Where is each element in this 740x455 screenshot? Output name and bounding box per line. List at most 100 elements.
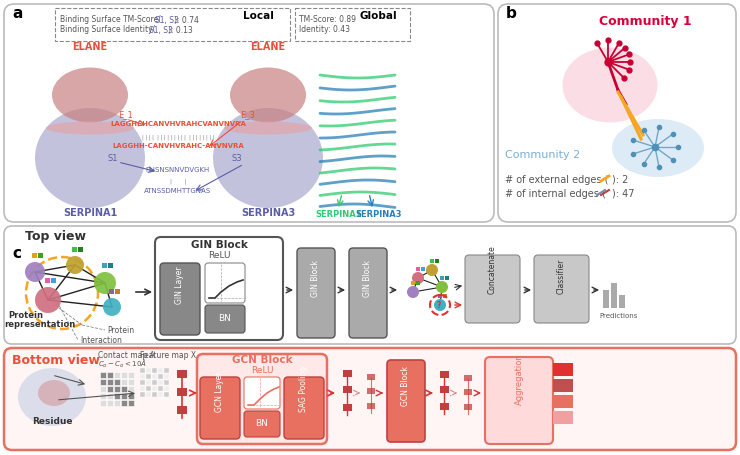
Text: SERPINA3: SERPINA3 xyxy=(241,208,295,218)
Text: ): 47: ): 47 xyxy=(612,189,634,199)
FancyBboxPatch shape xyxy=(498,4,736,222)
Bar xyxy=(438,294,442,298)
Circle shape xyxy=(412,272,424,284)
Text: $C_{\alpha}-C_{\alpha}<10\AA$: $C_{\alpha}-C_{\alpha}<10\AA$ xyxy=(98,358,147,370)
Text: ): 2: ): 2 xyxy=(612,175,628,185)
Text: Local: Local xyxy=(243,11,274,21)
FancyBboxPatch shape xyxy=(244,377,280,409)
Ellipse shape xyxy=(35,108,145,208)
FancyBboxPatch shape xyxy=(465,255,520,323)
Bar xyxy=(440,371,449,378)
Bar xyxy=(140,374,145,379)
Text: c: c xyxy=(12,246,21,261)
Bar xyxy=(553,411,573,424)
Bar xyxy=(152,392,157,397)
FancyBboxPatch shape xyxy=(534,255,589,323)
Text: Concatenate: Concatenate xyxy=(488,245,497,294)
Text: E_1: E_1 xyxy=(118,110,132,119)
Bar xyxy=(146,374,151,379)
Bar xyxy=(164,392,169,397)
Bar xyxy=(128,372,134,378)
Bar xyxy=(102,263,107,268)
Bar xyxy=(100,386,106,392)
Bar xyxy=(619,295,625,308)
Text: Binding Surface Identity(: Binding Surface Identity( xyxy=(60,25,155,35)
Text: Feature map X: Feature map X xyxy=(140,351,196,360)
Text: S1: S1 xyxy=(108,154,118,163)
Text: S3: S3 xyxy=(232,154,243,163)
Bar xyxy=(107,372,113,378)
Circle shape xyxy=(426,264,438,276)
Bar xyxy=(55,8,290,41)
Text: Residue: Residue xyxy=(32,417,73,426)
Bar xyxy=(100,372,106,378)
Bar xyxy=(114,393,120,399)
Text: Binding Surface TM-Score(: Binding Surface TM-Score( xyxy=(60,15,161,25)
Text: Community 2: Community 2 xyxy=(505,150,580,160)
Bar xyxy=(152,368,157,373)
Bar xyxy=(72,247,77,252)
Text: ReLU: ReLU xyxy=(251,366,273,375)
Text: GIN Block: GIN Block xyxy=(191,240,247,250)
Bar xyxy=(464,375,472,381)
Text: b: b xyxy=(506,6,517,21)
Bar xyxy=(121,393,127,399)
Bar xyxy=(100,393,106,399)
Bar xyxy=(128,393,134,399)
Text: ATNSSDMHTTGNAS: ATNSSDMHTTGNAS xyxy=(144,188,212,194)
Ellipse shape xyxy=(562,47,658,122)
Text: ): 0.13: ): 0.13 xyxy=(168,25,192,35)
Text: S1, S3: S1, S3 xyxy=(149,25,173,35)
Text: TM-Score: 0.89: TM-Score: 0.89 xyxy=(299,15,356,25)
Bar xyxy=(114,386,120,392)
Bar xyxy=(121,386,127,392)
Bar xyxy=(128,400,134,406)
Bar xyxy=(440,403,449,410)
Text: Global: Global xyxy=(360,11,397,21)
FancyBboxPatch shape xyxy=(200,377,240,439)
FancyBboxPatch shape xyxy=(284,377,324,439)
Circle shape xyxy=(35,287,61,313)
Circle shape xyxy=(94,272,116,294)
FancyBboxPatch shape xyxy=(197,354,327,444)
FancyBboxPatch shape xyxy=(297,248,335,338)
Bar xyxy=(553,363,573,376)
Text: Contact map A: Contact map A xyxy=(98,351,155,360)
FancyBboxPatch shape xyxy=(244,411,280,437)
Bar xyxy=(109,289,114,294)
Text: Identity: 0.43: Identity: 0.43 xyxy=(299,25,350,35)
Bar xyxy=(140,386,145,391)
Text: | | | |  | | | | | | | | |  | | | | | | | |: | | | | | | | | | | | | | | | | | | | | … xyxy=(142,134,215,140)
Ellipse shape xyxy=(18,368,86,426)
Bar xyxy=(553,379,573,392)
Bar xyxy=(164,386,169,391)
Text: BN: BN xyxy=(218,314,232,323)
Ellipse shape xyxy=(230,67,306,122)
Bar xyxy=(430,259,434,263)
Text: Bottom view: Bottom view xyxy=(12,354,100,367)
FancyBboxPatch shape xyxy=(205,263,245,303)
Bar xyxy=(158,392,163,397)
Text: Top view: Top view xyxy=(25,230,86,243)
Text: Interaction: Interaction xyxy=(80,336,122,345)
FancyBboxPatch shape xyxy=(205,305,245,333)
Bar xyxy=(140,380,145,385)
Bar xyxy=(152,374,157,379)
Bar xyxy=(121,400,127,406)
Bar xyxy=(411,281,415,285)
Text: GIN Block: GIN Block xyxy=(363,260,372,297)
Bar xyxy=(553,395,573,408)
Bar xyxy=(295,8,410,41)
Bar xyxy=(367,403,375,409)
Bar xyxy=(146,380,151,385)
Text: Classifier: Classifier xyxy=(556,258,565,294)
Text: Protein: Protein xyxy=(107,326,134,335)
Bar xyxy=(107,400,113,406)
Bar xyxy=(164,368,169,373)
Bar xyxy=(114,379,120,385)
Circle shape xyxy=(66,256,84,274)
Bar xyxy=(107,379,113,385)
Bar xyxy=(38,253,43,258)
Bar xyxy=(100,379,106,385)
Text: ReLU: ReLU xyxy=(208,251,230,260)
